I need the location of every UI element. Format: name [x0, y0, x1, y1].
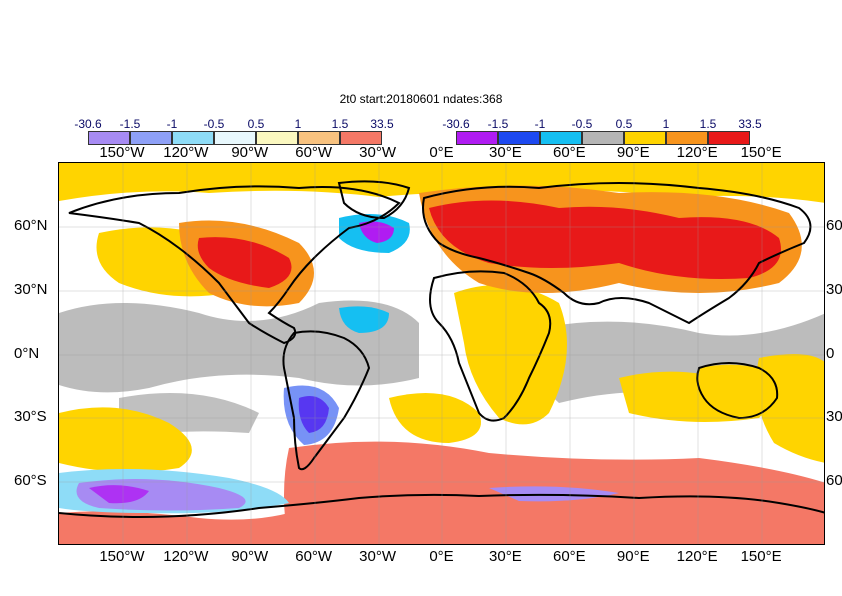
legend-tick-label: 1.5 — [699, 117, 717, 131]
latitude-tick-label-right: 60 — [826, 216, 842, 234]
eurasia-outline — [422, 182, 812, 325]
legend-swatch — [256, 131, 298, 145]
arctic-warm-band — [59, 163, 824, 203]
longitude-tick-label: 120°W — [163, 548, 209, 565]
tropical-atlantic-cyan — [339, 306, 389, 333]
north-america-red — [197, 237, 292, 288]
eurasia-red — [429, 200, 781, 279]
antarctica-outline — [59, 493, 824, 518]
latitude-tick-label: 30°S — [14, 408, 47, 426]
legend-tick-label: -30.6 — [74, 117, 102, 131]
longitude-tick-label: 150°E — [740, 548, 782, 565]
map-panel — [58, 162, 825, 545]
legend-swatch — [666, 131, 708, 145]
south-pacific-yellow — [59, 407, 192, 472]
latitude-tick-label-right: 60 — [826, 472, 842, 490]
north-atlantic-purple — [359, 221, 394, 243]
longitude-tick-label: 90°W — [231, 548, 269, 565]
latitude-tick-label-right: 0 — [826, 344, 835, 362]
legend-swatch — [130, 131, 172, 145]
legend-tick-label: -0.5 — [203, 117, 225, 131]
africa-outline — [429, 270, 552, 422]
latitude-tick-label: 60°N — [14, 216, 48, 234]
graticule — [59, 163, 824, 544]
latitude-tick-label: 60°S — [14, 472, 47, 490]
legend-tick-label: 33.5 — [738, 117, 762, 131]
latitude-tick-label-right: 30 — [826, 280, 842, 298]
color-legend-right: -30.6 -1.5 -1 -0.5 0.5 1 1.5 33.5 — [442, 117, 762, 147]
australia-yellow — [699, 364, 780, 418]
longitude-tick-label: 150°W — [99, 144, 145, 161]
legend-swatch — [708, 131, 750, 145]
longitude-tick-label: 60°W — [295, 548, 333, 565]
legend-tick-label: 1 — [662, 117, 670, 131]
longitude-tick-label: 0°E — [429, 144, 454, 161]
legend-tick-label: -0.5 — [571, 117, 593, 131]
legend-swatch — [340, 131, 382, 145]
legend-swatch — [456, 131, 498, 145]
africa-yellow — [454, 285, 567, 425]
legend-swatch — [88, 131, 130, 145]
latitude-tick-label-right: 30 — [826, 408, 842, 426]
legend-tick-label: 0.5 — [615, 117, 633, 131]
legend-tick-label: -30.6 — [442, 117, 470, 131]
antarctic-salmon-west — [59, 511, 289, 544]
longitude-tick-label: 60°E — [552, 548, 586, 565]
legend-tick-label: -1.5 — [487, 117, 509, 131]
legend-tick-label: -1.5 — [119, 117, 141, 131]
color-legend-left: -30.6 -1.5 -1 -0.5 0.5 1 1.5 33.5 — [74, 117, 394, 147]
legend-swatch — [624, 131, 666, 145]
longitude-tick-label: 30°W — [359, 144, 396, 161]
legend-tick-label: 33.5 — [370, 117, 394, 131]
longitude-tick-label: 60°W — [295, 144, 333, 161]
north-america-outline — [68, 185, 401, 345]
anomaly-map-svg — [59, 163, 824, 544]
longitude-tick-label: 30°E — [489, 548, 522, 565]
south-america-blue — [283, 385, 339, 445]
latitude-tick-label: 30°N — [14, 280, 48, 298]
legend-swatch — [582, 131, 624, 145]
south-america-outline — [282, 330, 371, 471]
longitude-tick-label: 90°E — [616, 548, 650, 565]
antarctic-east-purple — [489, 486, 619, 502]
longitude-tick-label: 150°W — [99, 548, 145, 565]
legend-tick-label: 0.5 — [247, 117, 265, 131]
longitude-tick-label: 120°E — [676, 548, 718, 565]
australia-outline — [696, 362, 779, 420]
legend-tick-label: 1 — [294, 117, 302, 131]
coastlines — [59, 180, 824, 518]
longitude-tick-label: 90°E — [616, 144, 650, 161]
longitude-tick-label: 120°W — [163, 144, 209, 161]
legend-swatch — [540, 131, 582, 145]
longitude-tick-label: 120°E — [676, 144, 718, 161]
longitude-tick-label: 60°E — [552, 144, 586, 161]
legend-swatch — [498, 131, 540, 145]
legend-swatch — [298, 131, 340, 145]
longitude-tick-label: 150°E — [740, 144, 782, 161]
legend-tick-label: 1.5 — [331, 117, 349, 131]
legend-tick-label: -1 — [166, 117, 178, 131]
legend-swatch — [214, 131, 256, 145]
latitude-tick-label: 0°N — [14, 344, 40, 362]
legend-swatch — [172, 131, 214, 145]
longitude-tick-label: 0°E — [429, 548, 454, 565]
antarctic-cold-violet — [89, 485, 149, 504]
tropical-grey-band — [59, 300, 419, 393]
longitude-tick-label: 30°W — [359, 548, 396, 565]
longitude-tick-label: 30°E — [489, 144, 522, 161]
legend-tick-label: -1 — [534, 117, 546, 131]
map-title: 2t0 start:20180601 ndates:368 — [339, 92, 503, 106]
greenland-outline — [337, 180, 411, 220]
longitude-tick-label: 90°W — [231, 144, 269, 161]
